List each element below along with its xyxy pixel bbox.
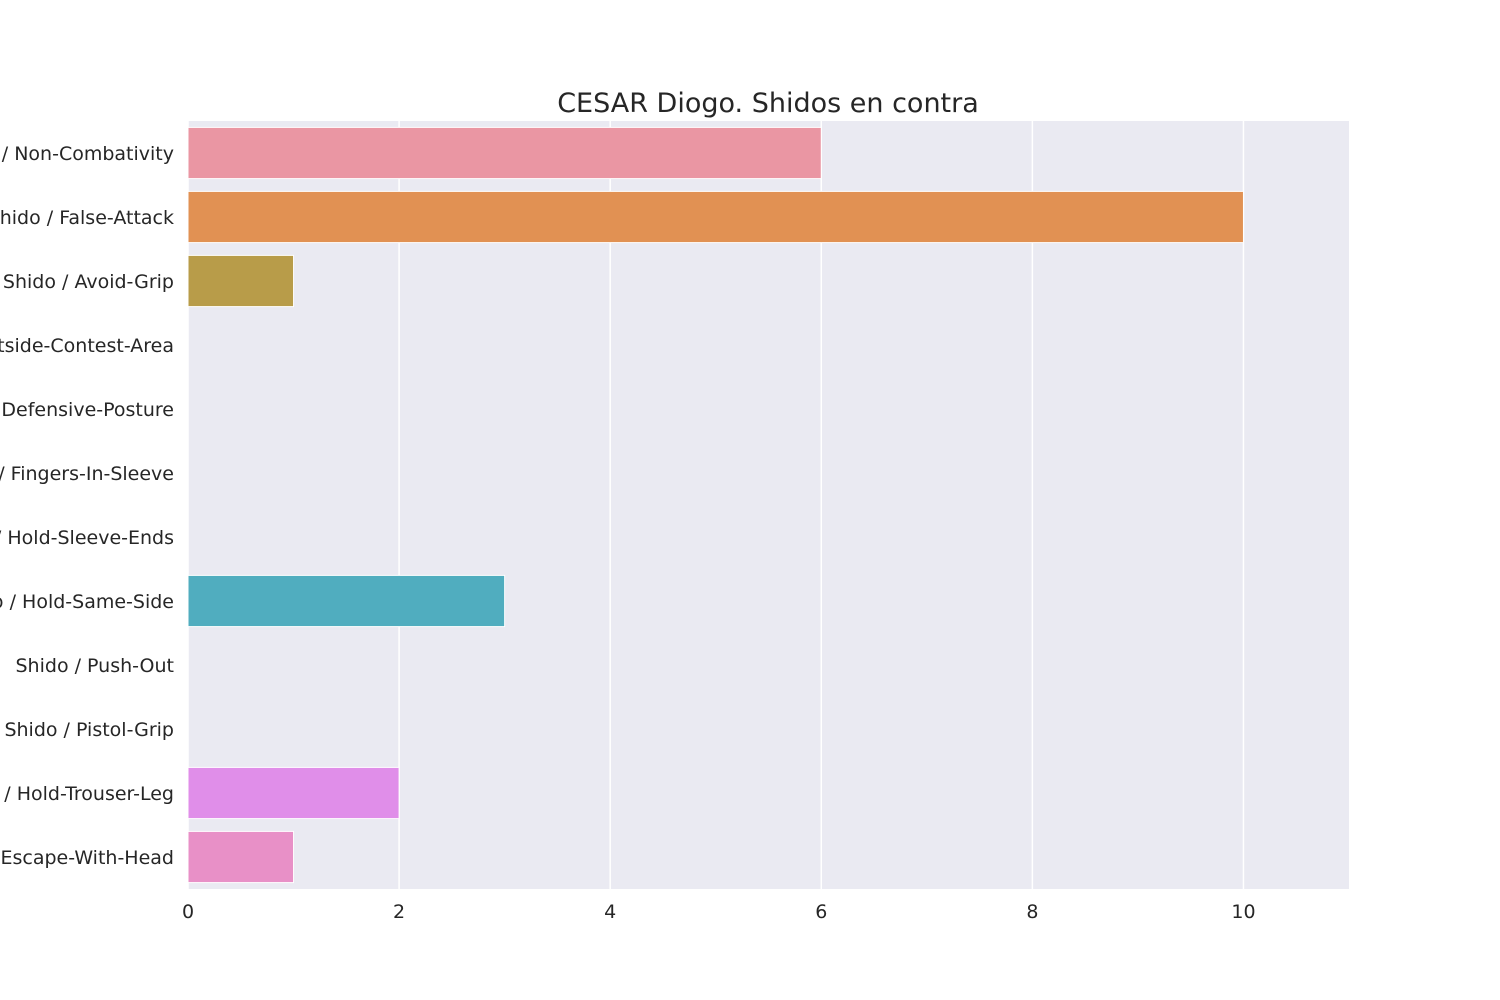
bar bbox=[187, 126, 822, 180]
y-tick-label: Shido / Hold-Trouser-Leg bbox=[0, 783, 174, 805]
y-tick-label: Shido / Fingers-In-Sleeve bbox=[0, 463, 174, 485]
plot-area: 0 2 4 6 8 10 Shido / Non-Combativity Shido / Fa… bbox=[0, 121, 1349, 923]
y-tick-label: Shido / Push-Out bbox=[16, 655, 175, 677]
bar bbox=[187, 766, 400, 820]
bar bbox=[187, 830, 295, 884]
x-tick-label: 10 bbox=[1231, 901, 1255, 923]
y-tick-label: Shido / Hold-Sleeve-Ends bbox=[0, 527, 174, 549]
x-tick-label: 0 bbox=[182, 901, 194, 923]
y-tick-label: Shido / False-Attack bbox=[0, 207, 174, 229]
y-tick-label: Shido / Avoid-Grip bbox=[3, 271, 174, 293]
y-tick-label: Shido / Escape-With-Head bbox=[0, 847, 174, 869]
chart-title: CESAR Diogo. Shidos en contra bbox=[557, 88, 979, 119]
x-tick-label: 6 bbox=[815, 901, 827, 923]
y-tick-label: Shido / Non-Combativity bbox=[0, 143, 174, 165]
bar bbox=[187, 254, 295, 308]
bar bbox=[187, 190, 1244, 244]
y-tick-label: Shido / Pistol-Grip bbox=[4, 719, 174, 741]
x-tick-label: 8 bbox=[1026, 901, 1038, 923]
y-tick-label: Shido / Defensive-Posture bbox=[0, 399, 174, 421]
bar bbox=[187, 574, 506, 628]
x-tick-label: 4 bbox=[604, 901, 616, 923]
x-tick-label: 2 bbox=[393, 901, 405, 923]
plot-background bbox=[188, 121, 1349, 889]
y-tick-label: Shido / Outside-Contest-Area bbox=[0, 335, 174, 357]
y-tick-label: Shido / Hold-Same-Side bbox=[0, 591, 174, 613]
